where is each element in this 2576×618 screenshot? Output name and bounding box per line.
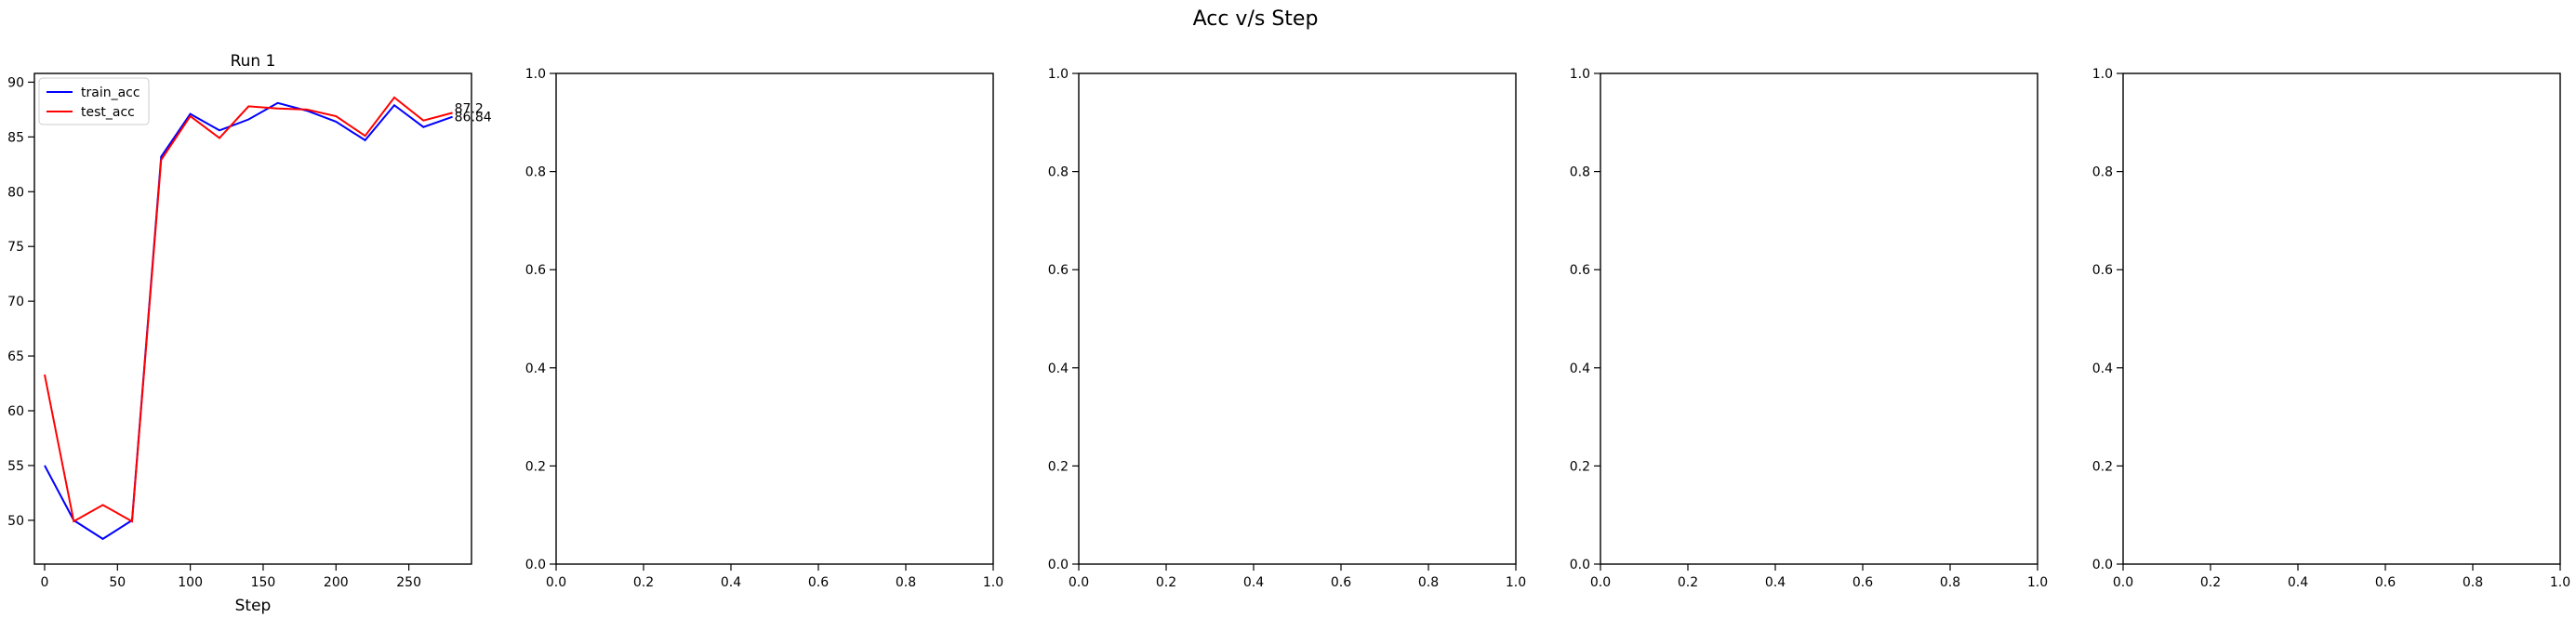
y-tick-label: 60: [7, 404, 24, 419]
x-tick-label: 0.4: [721, 575, 741, 590]
y-tick-label: 1.0: [1570, 67, 1590, 82]
data-label: 87.2: [455, 101, 484, 116]
y-tick-label: 70: [7, 295, 24, 309]
y-tick-label: 0.0: [1570, 558, 1590, 572]
x-tick-label: 250: [396, 575, 421, 590]
y-tick-label: 0.8: [2092, 165, 2113, 180]
x-tick-label: 0.0: [2113, 575, 2133, 590]
subplot-2: 0.0 0.2 0.4 0.6 0.8 1.0 0.0 0.2 0.4 0.6 0.8 1.0: [525, 67, 1003, 590]
legend-label: test_acc: [81, 105, 135, 120]
y-tick-label: 90: [7, 75, 24, 90]
x-tick-label: 1.0: [983, 575, 1003, 590]
y-tick-label: 0.4: [2092, 362, 2113, 376]
subplot-title: Run 1: [231, 52, 276, 71]
y-tick-label: 0.0: [2092, 558, 2113, 572]
x-tick-label: 0.6: [808, 575, 829, 590]
x-tick-label: 200: [324, 575, 349, 590]
y-tick-label: 0.2: [2092, 459, 2113, 474]
x-tick-label: 0.8: [1418, 575, 1439, 590]
y-tick-label: 85: [7, 130, 24, 145]
data-label: 86.84: [455, 111, 492, 125]
y-tick-label: 0.8: [1570, 165, 1590, 180]
y-tick-label: 0.6: [1570, 263, 1590, 278]
y-tick-label: 80: [7, 185, 24, 200]
plot-frame: [2122, 72, 2561, 565]
x-tick-label: 0.8: [896, 575, 916, 590]
y-tick-label: 0.2: [1048, 459, 1069, 474]
y-tick-label: 0.8: [525, 165, 546, 180]
y-tick-label: 0.2: [1570, 459, 1590, 474]
y-tick-label: 1.0: [2092, 67, 2113, 82]
subplot-5: 0.0 0.2 0.4 0.6 0.8 1.0 0.0 0.2 0.4 0.6 0.8 1.0: [2092, 67, 2570, 590]
x-tick-label: 0.2: [2200, 575, 2221, 590]
plot-frame: [555, 72, 994, 565]
series-line-train-acc: [44, 101, 453, 541]
legend-box: [38, 77, 150, 125]
x-tick-label: 0.6: [1331, 575, 1351, 590]
x-tick-label: 1.0: [2027, 575, 2048, 590]
plot-frame: [1078, 72, 1517, 565]
x-tick-label: 0.4: [1765, 575, 1786, 590]
x-tick-label: 0.8: [2463, 575, 2483, 590]
legend-label: train_acc: [81, 85, 140, 100]
y-tick-label: 75: [7, 240, 24, 255]
x-tick-label: 0: [41, 575, 49, 590]
x-tick-label: 100: [178, 575, 203, 590]
x-tick-label: 0.6: [2375, 575, 2396, 590]
x-tick-label: 0.4: [2288, 575, 2308, 590]
series-line-test-acc: [44, 96, 453, 523]
x-tick-label: 1.0: [1506, 575, 1526, 590]
x-axis-label: Step: [235, 597, 272, 615]
subplot-1: 0 50 100 150 200 250 50 55 60 65 70 75 80 85 90 87.286.…: [7, 52, 492, 615]
y-tick-label: 0.6: [1048, 263, 1069, 278]
x-tick-label: 0.2: [633, 575, 654, 590]
y-tick-label: 0.2: [525, 459, 546, 474]
y-tick-label: 0.4: [525, 362, 546, 376]
y-tick-label: 0.4: [1570, 362, 1590, 376]
x-tick-label: 50: [109, 575, 126, 590]
y-tick-label: 50: [7, 514, 24, 529]
subplot-3: 0.0 0.2 0.4 0.6 0.8 1.0 0.0 0.2 0.4 0.6 0.8 1.0: [1048, 67, 1526, 590]
y-tick-label: 55: [7, 459, 24, 474]
y-tick-label: 0.8: [1048, 165, 1069, 180]
x-tick-label: 0.0: [546, 575, 566, 590]
subplot-4: 0.0 0.2 0.4 0.6 0.8 1.0 0.0 0.2 0.4 0.6 0.8 1.0: [1570, 67, 2048, 590]
x-tick-label: 0.6: [1852, 575, 1873, 590]
legend: train_acc test_acc: [38, 77, 150, 125]
x-tick-label: 0.0: [1069, 575, 1089, 590]
x-tick-label: 150: [251, 575, 276, 590]
x-tick-label: 0.4: [1243, 575, 1264, 590]
x-tick-label: 0.2: [1678, 575, 1698, 590]
y-tick-label: 1.0: [1048, 67, 1069, 82]
y-tick-label: 0.6: [2092, 263, 2113, 278]
y-tick-label: 65: [7, 349, 24, 364]
x-tick-label: 0.8: [1940, 575, 1960, 590]
y-tick-label: 1.0: [525, 67, 546, 82]
plot-frame: [33, 72, 472, 565]
y-tick-label: 0.0: [525, 558, 546, 572]
x-tick-label: 1.0: [2550, 575, 2570, 590]
figure-title: Acc v/s Step: [1193, 7, 1319, 31]
y-tick-label: 0.4: [1048, 362, 1069, 376]
x-tick-label: 0.0: [1590, 575, 1611, 590]
x-tick-label: 0.2: [1156, 575, 1176, 590]
y-tick-label: 0.6: [525, 263, 546, 278]
y-tick-label: 0.0: [1048, 558, 1069, 572]
plot-frame: [1600, 72, 2038, 565]
